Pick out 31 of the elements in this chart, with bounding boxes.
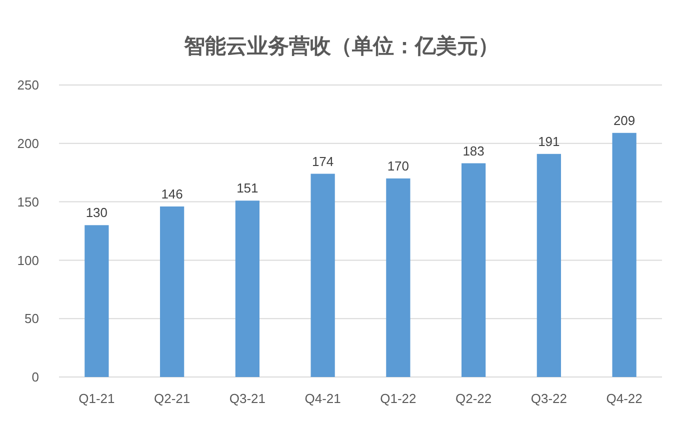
- data-label: 170: [387, 158, 410, 174]
- data-label: 146: [161, 186, 183, 202]
- bar: [160, 206, 184, 377]
- x-tick-label: Q3-22: [530, 391, 568, 406]
- y-tick-label: 0: [32, 370, 39, 385]
- y-tick-label: 150: [17, 194, 39, 210]
- chart-title: 智能云业务营收（单位：亿美元）: [183, 34, 499, 58]
- y-tick-label: 50: [24, 311, 39, 326]
- bar: [235, 200, 260, 377]
- y-tick-label: 200: [17, 136, 39, 151]
- data-label: 174: [312, 154, 334, 169]
- bar: [386, 178, 410, 377]
- data-label: 183: [462, 143, 484, 158]
- x-tick-label: Q4-21: [304, 391, 341, 406]
- y-tick-label: 250: [17, 78, 39, 93]
- bar: [612, 132, 636, 377]
- x-tick-label: Q1-21: [78, 391, 115, 406]
- data-label: 191: [538, 134, 560, 149]
- bar: [84, 225, 109, 377]
- bar: [310, 174, 335, 377]
- x-tick-label: Q2-21: [154, 391, 190, 406]
- bar: [536, 154, 561, 377]
- x-tick-label: Q3-21: [229, 391, 266, 406]
- data-label: 209: [613, 112, 636, 128]
- y-tick-label: 100: [17, 252, 39, 268]
- data-label: 151: [236, 180, 258, 196]
- x-tick-label: Q1-22: [380, 391, 416, 406]
- data-label: 130: [86, 205, 108, 220]
- bar: [462, 163, 486, 377]
- x-tick-label: Q4-22: [606, 391, 642, 406]
- x-tick-label: Q2-22: [455, 391, 492, 406]
